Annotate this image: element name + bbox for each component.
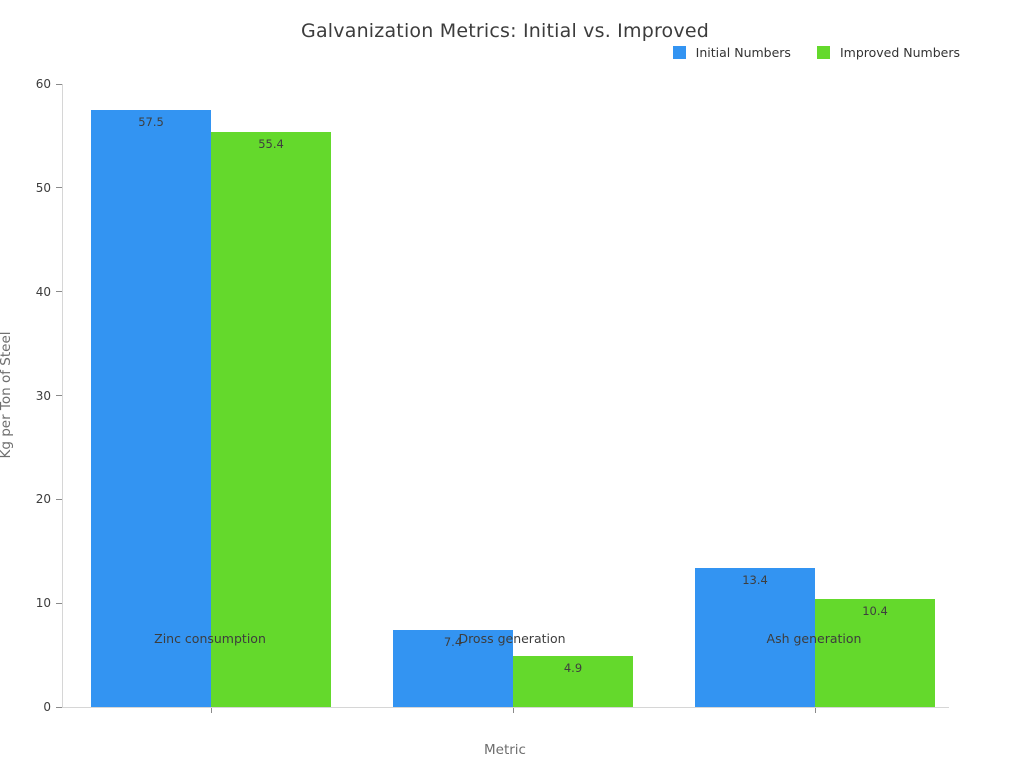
x-axis-label: Metric [484, 742, 526, 758]
plot-area: 0 10 20 30 40 50 60 57.5 55.4 7.4 4.9 13.4 10.4 [36, 77, 949, 714]
y-axis-tick [56, 498, 62, 500]
y-axis-tick [56, 706, 62, 708]
bar-value-label: 57.5 [138, 114, 164, 129]
bar-initial: 7.4 [393, 630, 513, 707]
x-axis-category-label: Zinc consumption [154, 631, 266, 646]
y-axis-tick-label: 40 [35, 284, 51, 299]
y-axis-tick [56, 291, 62, 293]
bar-initial: 57.5 [91, 109, 211, 707]
legend-label-improved: Improved Numbers [839, 45, 960, 60]
y-axis-tick-label: 20 [35, 492, 51, 507]
x-axis-tick [512, 708, 514, 713]
legend-label-initial: Initial Numbers [695, 45, 791, 60]
bar-value-label: 13.4 [742, 572, 768, 587]
x-axis-category-label: Dross generation [458, 631, 566, 646]
x-axis-tick [210, 708, 212, 713]
y-axis-tick-label: 30 [35, 388, 51, 403]
bar-value-label: 4.9 [563, 661, 583, 676]
bar-value-label: 10.4 [862, 604, 888, 619]
y-axis-label: Kg per Ton of Steel [0, 331, 14, 459]
bar-improved: 4.9 [513, 656, 633, 707]
y-axis-tick [56, 602, 62, 604]
bar-improved: 55.4 [211, 131, 331, 707]
y-axis-tick [56, 187, 62, 189]
y-axis-tick [56, 395, 62, 396]
x-axis-tick [814, 708, 816, 713]
bar-improved: 10.4 [815, 599, 935, 707]
y-axis-tick-label: 50 [35, 180, 51, 195]
bar-value-label: 7.4 [443, 635, 463, 650]
legend-item-initial: Initial Numbers [672, 45, 791, 60]
legend-item-improved: Improved Numbers [816, 45, 960, 60]
chart-title: Galvanization Metrics: Initial vs. Impro… [301, 20, 709, 42]
legend: Initial Numbers Improved Numbers [672, 45, 960, 60]
legend-swatch-improved [816, 46, 830, 59]
y-axis-tick-label: 0 [43, 700, 51, 714]
x-axis-category-label: Ash generation [766, 631, 862, 646]
bar-value-label: 55.4 [258, 136, 284, 151]
legend-swatch-initial [672, 46, 686, 59]
y-axis-tick-label: 10 [35, 596, 51, 611]
y-axis-tick [56, 83, 62, 85]
y-axis-tick-label: 60 [35, 77, 51, 91]
bar-initial: 13.4 [695, 567, 815, 707]
